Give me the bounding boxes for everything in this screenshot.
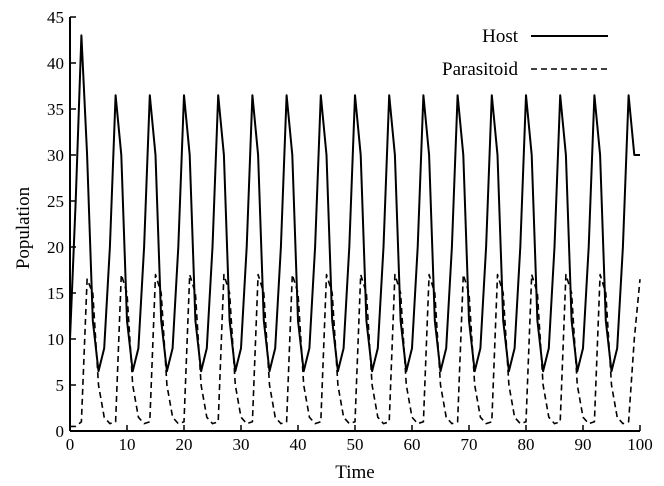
x-tick-label: 80	[518, 435, 535, 454]
y-tick-label: 25	[47, 192, 64, 211]
x-tick-label: 60	[404, 435, 421, 454]
legend-label-parasitoid: Parasitoid	[442, 59, 518, 80]
legend-label-host: Host	[482, 26, 519, 47]
x-tick-label: 20	[176, 435, 193, 454]
y-tick-label: 30	[47, 146, 64, 165]
x-tick-label: 90	[575, 435, 592, 454]
series-layer	[69, 34, 641, 428]
y-tick-label: 20	[47, 238, 64, 257]
x-tick-label: 50	[347, 435, 364, 454]
x-tick-label: 10	[119, 435, 136, 454]
y-tick-label: 15	[47, 284, 64, 303]
x-tick-label: 100	[627, 435, 653, 454]
legend-item-parasitoid: Parasitoid	[442, 59, 608, 80]
y-tick-label: 5	[56, 376, 65, 395]
y-tick-label: 35	[47, 100, 64, 119]
series-line-parasitoid	[70, 273, 641, 428]
x-axis-label: Time	[335, 462, 374, 483]
x-tick-label: 30	[233, 435, 250, 454]
y-tick-label: 0	[56, 422, 65, 441]
y-tick-label: 40	[47, 54, 64, 73]
legend: Host Parasitoid	[442, 26, 608, 80]
x-tick-label: 70	[461, 435, 478, 454]
tick-marks: 0 10 20 30 40 50 60 70 80 90 100 0 5 10 15 20 25 30 35 40 45	[47, 8, 653, 454]
x-tick-label: 0	[66, 435, 75, 454]
legend-item-host: Host	[482, 26, 608, 47]
series-line-host	[69, 34, 640, 373]
y-tick-label: 10	[47, 330, 64, 349]
y-axis-label: Population	[13, 186, 34, 269]
y-tick-label: 45	[47, 8, 64, 27]
x-tick-label: 40	[290, 435, 307, 454]
